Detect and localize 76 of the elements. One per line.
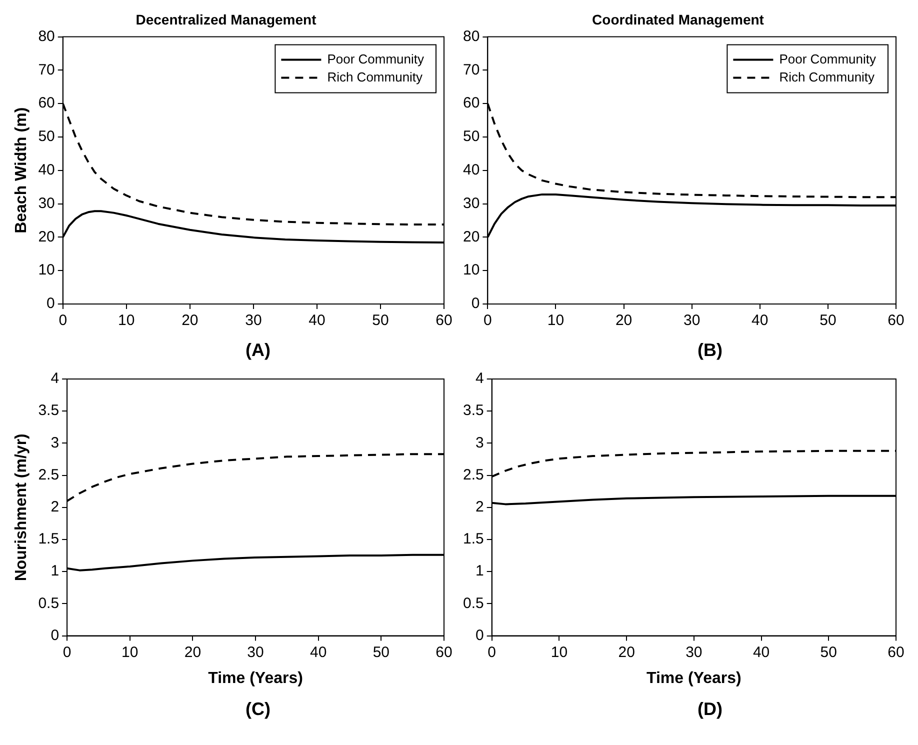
x-tick-label: 60	[436, 644, 452, 661]
y-tick-label: 2	[50, 498, 60, 516]
x-tick-label: 20	[184, 644, 202, 661]
x-tick-label: 50	[820, 312, 836, 330]
x-tick-label: 50	[820, 644, 837, 661]
y-tick-label: 80	[462, 28, 480, 45]
x-tick-label: 40	[752, 644, 770, 661]
legend-label: Poor Community	[327, 51, 424, 66]
y-tick-label: 3.5	[38, 402, 60, 420]
y-tick-label: 3.5	[462, 402, 484, 420]
x-tick-label: 0	[62, 644, 72, 661]
x-tick-label: 20	[615, 312, 632, 330]
y-tick-label: 3	[476, 434, 484, 452]
x-axis-title: Time (Years)	[646, 670, 742, 687]
y-tick-label: 1	[50, 562, 60, 580]
y-tick-label: 80	[38, 28, 55, 45]
y-tick-label: 10	[38, 262, 55, 279]
x-tick-label: 10	[550, 644, 568, 661]
y-tick-label: 0	[46, 295, 55, 312]
legend-label: Poor Community	[779, 51, 876, 66]
legend-label: Rich Community	[779, 69, 876, 84]
y-tick-label: 0	[471, 295, 480, 312]
text: (A)	[244, 339, 272, 362]
x-tick-label: 30	[686, 644, 702, 661]
y-tick-label: 2	[476, 498, 484, 516]
x-tick-label: 20	[618, 644, 635, 661]
x-tick-label: 50	[372, 644, 390, 661]
x-tick-label: 0	[488, 644, 496, 661]
y-tick-label: 70	[462, 61, 480, 78]
x-tick-label: 30	[245, 312, 262, 330]
x-tick-label: 10	[118, 312, 135, 330]
y-tick-label: 1	[476, 562, 484, 580]
y-tick-label: 4	[50, 370, 60, 388]
x-tick-label: 60	[436, 312, 452, 330]
text: (B)	[696, 339, 724, 362]
y-tick-label: 0.5	[38, 594, 60, 612]
y-tick-label: 2.5	[38, 466, 60, 484]
chart-title: Coordinated Management	[592, 11, 764, 28]
y-tick-label: 2.5	[462, 466, 484, 484]
y-tick-label: 0.5	[462, 594, 484, 612]
y-tick-label: 60	[38, 94, 55, 112]
x-tick-label: 60	[888, 644, 904, 661]
y-tick-label: 30	[38, 194, 55, 212]
y-tick-label: 40	[38, 162, 55, 179]
legend-label: Rich Community	[327, 69, 424, 84]
text: (D)	[696, 698, 724, 721]
y-tick-label: 50	[38, 128, 55, 146]
y-tick-label: 1.5	[38, 530, 60, 548]
x-axis-title: Time (Years)	[208, 670, 303, 687]
x-tick-label: 50	[372, 312, 389, 330]
y-tick-label: 30	[462, 194, 480, 212]
y-tick-label: 50	[462, 128, 480, 146]
y-tick-label: 20	[462, 228, 480, 246]
x-tick-label: 40	[310, 644, 327, 661]
x-tick-label: 20	[182, 312, 198, 330]
y-axis-title: Nourishment (m/yr)	[13, 434, 30, 582]
x-tick-label: 10	[547, 312, 564, 330]
y-tick-label: 70	[38, 61, 55, 78]
x-tick-label: 40	[752, 312, 768, 330]
x-tick-label: 10	[122, 644, 138, 661]
y-tick-label: 60	[462, 94, 480, 112]
chart-title: Decentralized Management	[136, 11, 317, 28]
y-tick-label: 4	[476, 370, 484, 388]
text: (C)	[244, 698, 272, 721]
y-tick-label: 20	[38, 228, 55, 246]
y-tick-label: 10	[462, 262, 480, 279]
y-axis-title: Beach Width (m)	[13, 107, 30, 234]
x-tick-label: 40	[308, 312, 326, 330]
x-tick-label: 60	[888, 312, 904, 330]
x-tick-label: 30	[247, 644, 264, 661]
y-tick-label: 0	[50, 626, 60, 644]
y-tick-label: 3	[50, 434, 60, 452]
y-tick-label: 40	[462, 162, 480, 179]
y-tick-label: 0	[476, 626, 484, 644]
y-tick-label: 1.5	[462, 530, 484, 548]
x-tick-label: 30	[684, 312, 700, 330]
